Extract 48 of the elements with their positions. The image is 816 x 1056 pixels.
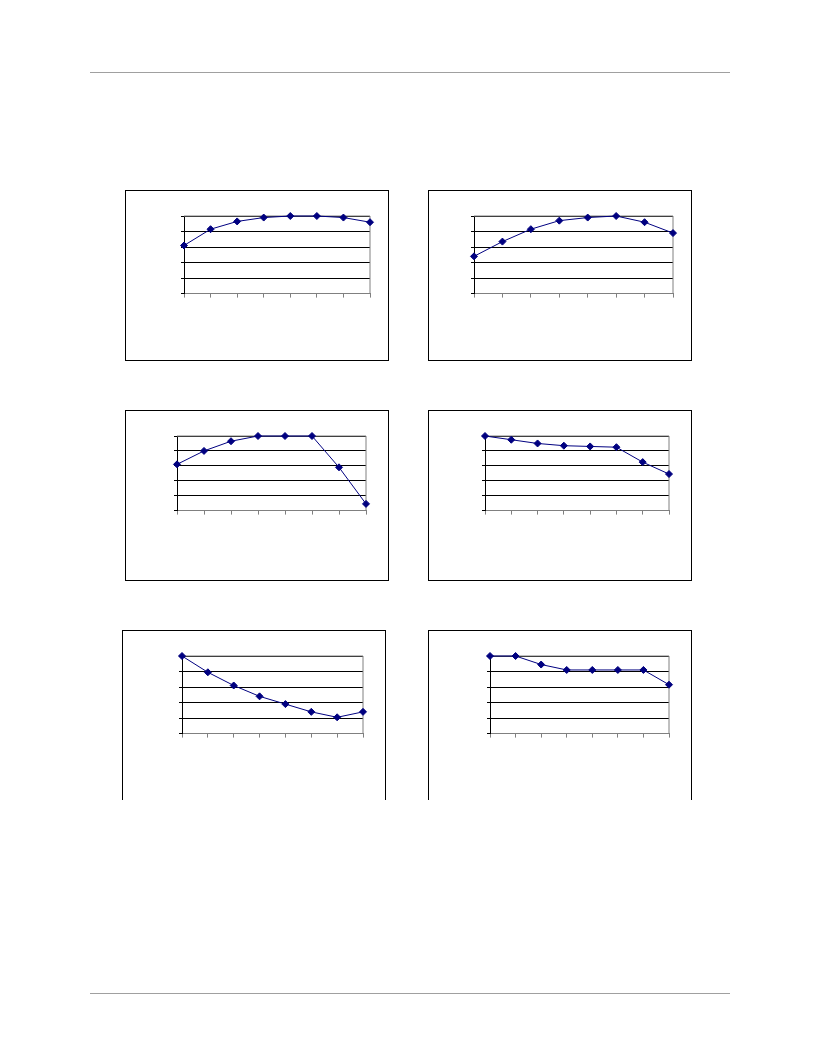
point <box>555 216 564 225</box>
point <box>586 442 595 451</box>
point <box>173 460 181 469</box>
point <box>559 441 568 450</box>
point <box>613 665 622 674</box>
point <box>526 225 535 234</box>
point <box>286 212 295 220</box>
point <box>366 218 374 227</box>
point <box>511 652 520 660</box>
point <box>227 437 235 446</box>
point <box>665 680 673 689</box>
point <box>612 443 621 452</box>
point <box>612 212 621 220</box>
point <box>203 668 212 677</box>
point <box>229 681 238 690</box>
point <box>333 713 342 722</box>
point <box>259 213 268 222</box>
point <box>583 213 592 222</box>
point <box>200 446 208 455</box>
point <box>312 212 321 220</box>
point <box>638 458 647 467</box>
point <box>640 218 649 227</box>
point <box>562 665 571 674</box>
point <box>206 225 215 234</box>
point <box>180 241 188 250</box>
point <box>233 217 242 226</box>
point <box>339 213 348 222</box>
point <box>359 707 367 716</box>
point <box>281 432 289 440</box>
point <box>254 432 262 440</box>
point <box>533 439 542 448</box>
point <box>481 432 489 440</box>
point <box>470 252 478 261</box>
point <box>665 470 673 479</box>
point <box>669 229 677 238</box>
point <box>507 435 516 444</box>
point <box>255 692 264 701</box>
point <box>362 499 370 508</box>
point <box>178 652 186 660</box>
point <box>281 700 290 709</box>
point <box>307 707 316 716</box>
point <box>588 665 597 674</box>
point <box>639 665 648 674</box>
point <box>335 463 343 472</box>
point <box>498 237 507 246</box>
point <box>537 660 546 669</box>
point <box>486 652 494 660</box>
point <box>308 432 316 440</box>
